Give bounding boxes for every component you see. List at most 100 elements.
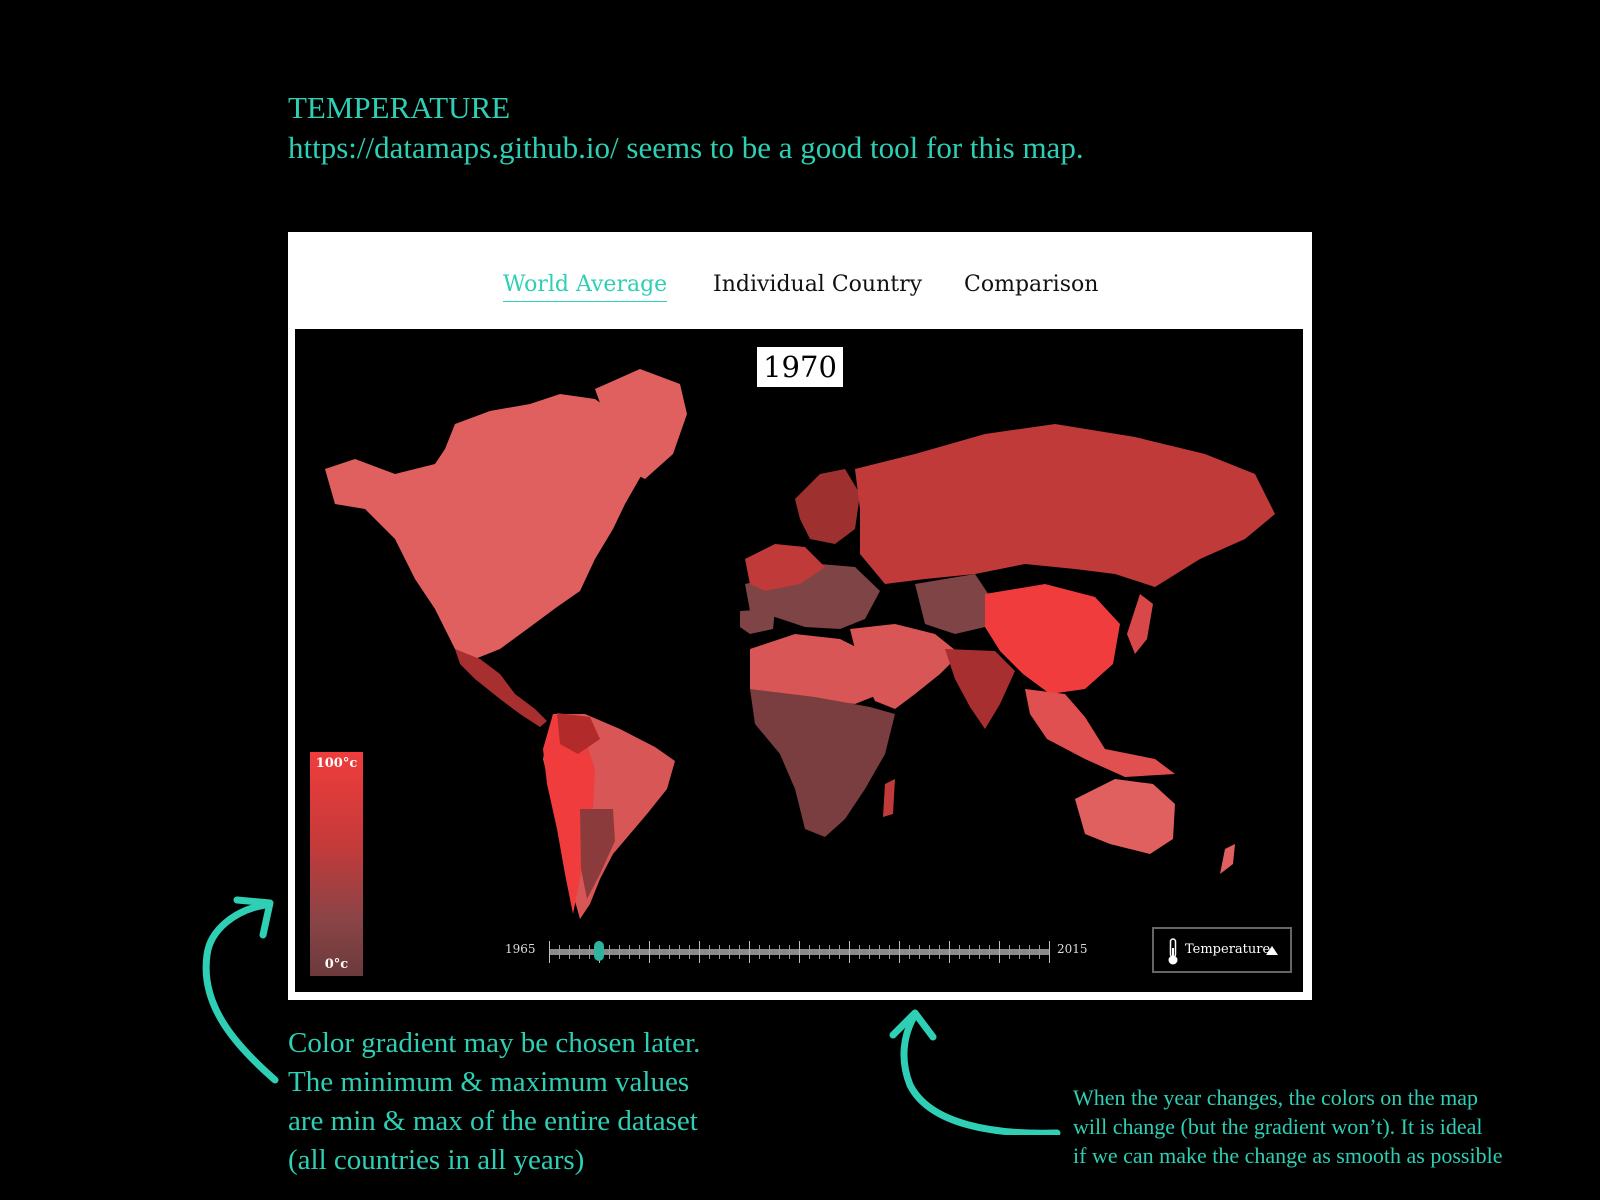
slider-tick [759,945,760,959]
region-china[interactable] [985,584,1120,694]
note-line: are min & max of the entire dataset [288,1105,698,1137]
region-australia[interactable] [1075,779,1175,854]
slider-tick [1009,945,1010,959]
region-japan[interactable] [1127,594,1153,654]
map-panel: 1970 100°c 0°c 1965 2015 Temperature [295,329,1303,992]
slider-tick [719,945,720,959]
slider-tick [869,945,870,959]
note-line: if we can make the change as smooth as p… [1073,1143,1503,1168]
slider-tick [1039,945,1040,959]
arrow-to-legend-icon [202,896,279,1084]
slider-tick [699,941,700,963]
slider-tick [919,945,920,959]
slide-title: TEMPERATURE [288,90,511,125]
region-russia[interactable] [855,424,1275,587]
year-display: 1970 [757,347,843,387]
legend-max-label: 100°c [315,756,358,771]
slider-tick [939,945,940,959]
note-line: When the year changes, the colors on the… [1073,1085,1479,1110]
tab-bar: World Average Individual Country Compari… [288,232,1312,328]
slider-tick [549,941,550,963]
tab-world-average[interactable]: World Average [503,270,668,302]
region-central-asia[interactable] [915,574,995,634]
region-north-america[interactable] [325,394,645,659]
slider-tick [839,945,840,959]
region-north-africa[interactable] [750,634,880,704]
region-iberia[interactable] [740,609,775,634]
slider-tick [809,945,810,959]
slider-tick [709,945,710,959]
region-greenland[interactable] [595,369,687,479]
gradient-note: Color gradient may be chosen later. The … [288,1024,700,1180]
slider-tick [899,941,900,963]
slider-tick [959,945,960,959]
slider-tick [849,941,850,963]
slider-tick [879,945,880,959]
tab-individual-country[interactable]: Individual Country [713,272,923,297]
note-line: The minimum & maximum values [288,1066,690,1098]
slider-tick [999,941,1000,963]
slider-tick [819,945,820,959]
slider-end-label: 2015 [1057,942,1088,956]
slider-tick [889,945,890,959]
slider-tick [1019,945,1020,959]
slider-tick [769,945,770,959]
slider-tick [779,945,780,959]
slider-tick [689,945,690,959]
slider-tick [989,945,990,959]
slider-tick [659,945,660,959]
tab-comparison[interactable]: Comparison [964,272,1099,297]
slider-tick [619,945,620,959]
region-mexico[interactable] [455,649,547,727]
region-madagascar[interactable] [883,779,895,817]
slider-tick [609,945,610,959]
thermometer-icon [1168,938,1178,965]
slider-tick [749,941,750,963]
slider-tick [1029,945,1030,959]
slider-tick [729,945,730,959]
slider-ticks [549,941,1050,963]
slider-tick [569,945,570,959]
caret-up-icon [1266,946,1278,955]
note-line: will change (but the gradient won’t). It… [1073,1114,1483,1139]
slider-tick [679,945,680,959]
slider-tick [969,945,970,959]
slide-subtitle: https://datamaps.github.io/ seems to be … [288,130,1084,165]
slider-tick [929,945,930,959]
region-africa[interactable] [750,689,895,837]
slider-tick [799,941,800,963]
slider-tick [859,945,860,959]
slider-handle[interactable] [594,941,604,961]
slider-tick [649,941,650,963]
year-slider[interactable]: 1965 2015 [505,934,1095,964]
slider-tick [559,945,560,959]
mockup-frame: World Average Individual Country Compari… [288,232,1312,1000]
dropdown-label: Temperature [1185,942,1271,957]
slider-tick [789,945,790,959]
slider-tick [639,945,640,959]
year-change-note: When the year changes, the colors on the… [1073,1083,1502,1170]
legend-min-label: 0°c [324,957,349,972]
slider-tick [909,945,910,959]
slider-tick [1049,941,1050,963]
region-scandinavia[interactable] [795,469,860,544]
region-argentina[interactable] [580,809,615,899]
slider-tick [669,945,670,959]
region-india[interactable] [945,649,1015,729]
region-new-zealand[interactable] [1220,844,1235,874]
metric-dropdown[interactable]: Temperature [1152,927,1292,973]
slider-tick [739,945,740,959]
world-map[interactable] [295,329,1303,992]
slider-start-label: 1965 [505,942,536,956]
slider-tick [829,945,830,959]
region-colombia[interactable] [557,713,600,754]
slider-tick [979,945,980,959]
region-southeast-asia[interactable] [1025,689,1175,777]
slider-tick [579,945,580,959]
slide-heading: TEMPERATURE https://datamaps.github.io/ … [288,88,1084,168]
slider-tick [949,941,950,963]
slider-tick [629,945,630,959]
slider-tick [589,945,590,959]
color-legend: 100°c 0°c [310,752,363,976]
region-western-europe[interactable] [745,544,825,591]
